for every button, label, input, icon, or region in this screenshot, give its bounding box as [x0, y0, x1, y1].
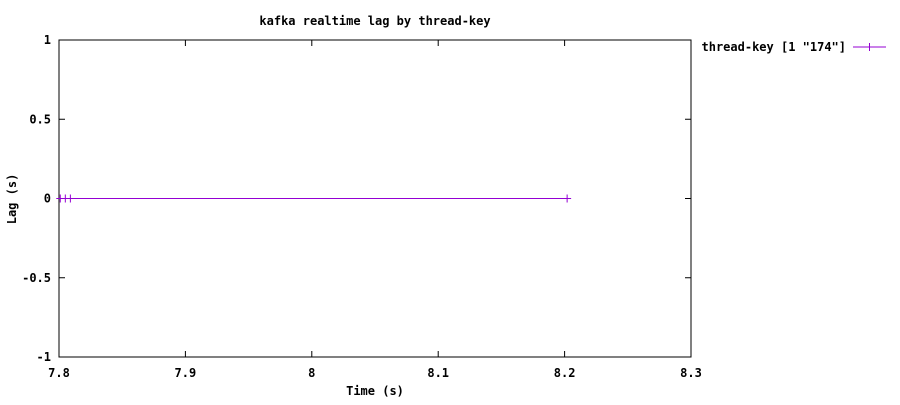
x-tick-label: 8.3: [680, 366, 702, 380]
y-tick-label: -0.5: [22, 271, 51, 285]
y-axis-label: Lag (s): [5, 174, 19, 225]
legend-label: thread-key [1 "174"]: [702, 40, 847, 54]
legend: thread-key [1 "174"]: [702, 40, 886, 54]
x-tick-label: 7.8: [48, 366, 70, 380]
series-layer: [56, 194, 572, 203]
chart-title: kafka realtime lag by thread-key: [259, 14, 490, 28]
y-tick-label: 1: [44, 33, 51, 47]
data-point-marker: [563, 194, 572, 203]
x-tick-label: 8: [308, 366, 315, 380]
x-tick-label: 8.2: [554, 366, 576, 380]
y-tick-label: 0: [44, 192, 51, 206]
x-axis-label: Time (s): [346, 384, 404, 398]
x-tick-label: 7.9: [175, 366, 197, 380]
axis-ticks: 7.8 7.9 8 8.1 8.2 8.3 1 0.5 0 -0.5 -1: [22, 33, 702, 380]
x-tick-label: 8.1: [427, 366, 449, 380]
y-tick-label: 0.5: [29, 112, 51, 126]
data-point-marker: [66, 194, 75, 203]
y-tick-label: -1: [37, 350, 51, 364]
